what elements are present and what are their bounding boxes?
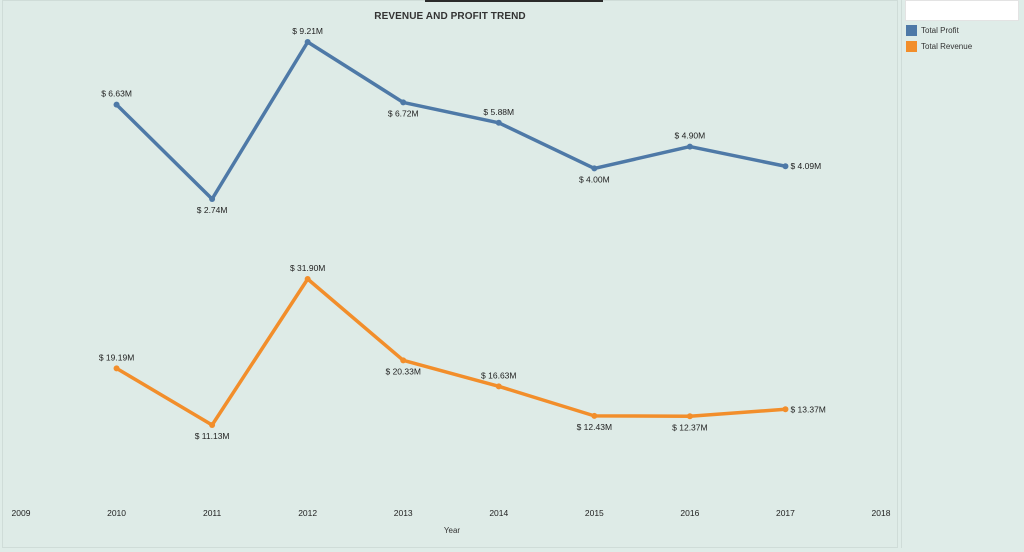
- data-label-total-profit-2014: $ 5.88M: [483, 107, 514, 117]
- data-point-total-revenue-2011[interactable]: [209, 422, 216, 428]
- line-chart: $ 6.63M $ 2.74M $ 9.21M $ 6.72M $ 5.88M $ 4.0…: [12, 26, 891, 535]
- legend-swatch-total-revenue: [906, 40, 917, 52]
- data-label-total-revenue-2013: $ 20.33M: [385, 366, 420, 376]
- x-tick-2014: 2014: [489, 508, 508, 518]
- x-tick-2012: 2012: [298, 508, 317, 518]
- chart-pane: [2, 0, 898, 548]
- legend: Total Profit Total Revenue: [901, 0, 1022, 548]
- data-label-total-revenue-2015: $ 12.43M: [577, 422, 612, 432]
- data-point-total-profit-2013[interactable]: [400, 99, 407, 106]
- data-point-total-profit-2016[interactable]: [686, 143, 693, 150]
- x-tick-2013: 2013: [394, 508, 413, 518]
- data-label-total-revenue-2016: $ 12.37M: [672, 422, 707, 432]
- data-point-total-revenue-2012[interactable]: [304, 276, 311, 282]
- x-tick-2017: 2017: [776, 508, 795, 518]
- series-line-total-profit: [114, 40, 788, 201]
- data-label-total-profit-2012: $ 9.21M: [292, 26, 323, 36]
- data-label-total-revenue-2010: $ 19.19M: [99, 352, 134, 362]
- x-axis-label: Year: [444, 526, 461, 535]
- legend-item-total-profit[interactable]: Total Profit: [906, 23, 959, 37]
- legend-swatch-total-profit: [906, 24, 917, 36]
- data-point-total-profit-2014[interactable]: [495, 119, 502, 126]
- data-label-total-revenue-2014: $ 16.63M: [481, 370, 516, 380]
- data-label-total-profit-2017: $ 4.09M: [790, 161, 821, 171]
- legend-label-total-profit: Total Profit: [921, 25, 959, 35]
- data-point-total-profit-2010[interactable]: [113, 101, 120, 108]
- data-label-total-revenue-2011: $ 11.13M: [195, 431, 230, 441]
- data-point-total-revenue-2015[interactable]: [591, 412, 598, 419]
- top-accent-bar: [425, 0, 603, 2]
- data-label-total-profit-2011: $ 2.74M: [197, 205, 228, 215]
- legend-item-total-revenue[interactable]: Total Revenue: [906, 39, 972, 53]
- data-point-total-revenue-2014[interactable]: [495, 383, 502, 390]
- data-label-total-profit-2010: $ 6.63M: [101, 89, 132, 99]
- x-tick-2016: 2016: [680, 508, 699, 518]
- data-label-total-revenue-2017: $ 13.37M: [790, 404, 825, 414]
- data-point-total-profit-2011[interactable]: [209, 196, 216, 202]
- x-tick-2010: 2010: [107, 508, 126, 518]
- data-label-total-profit-2016: $ 4.90M: [675, 131, 706, 141]
- data-label-total-revenue-2012: $ 31.90M: [290, 263, 325, 273]
- data-point-total-profit-2012[interactable]: [304, 39, 311, 45]
- data-label-total-profit-2015: $ 4.00M: [579, 174, 610, 184]
- data-point-total-revenue-2010[interactable]: [113, 365, 120, 372]
- x-tick-2011: 2011: [203, 508, 222, 518]
- legend-header: [905, 0, 1019, 21]
- data-point-total-revenue-2017[interactable]: [782, 406, 789, 413]
- data-point-total-profit-2017[interactable]: [782, 163, 789, 170]
- x-tick-2018: 2018: [872, 508, 891, 518]
- data-label-total-profit-2013: $ 6.72M: [388, 108, 419, 118]
- x-tick-2009: 2009: [12, 508, 31, 518]
- data-point-total-revenue-2016[interactable]: [686, 413, 693, 420]
- legend-label-total-revenue: Total Revenue: [921, 41, 973, 51]
- x-tick-2015: 2015: [585, 508, 604, 518]
- chart-title: REVENUE AND PROFIT TREND: [374, 11, 526, 22]
- data-point-total-profit-2015[interactable]: [591, 165, 598, 172]
- series-line-total-revenue: [114, 277, 788, 427]
- data-point-total-revenue-2013[interactable]: [400, 357, 407, 364]
